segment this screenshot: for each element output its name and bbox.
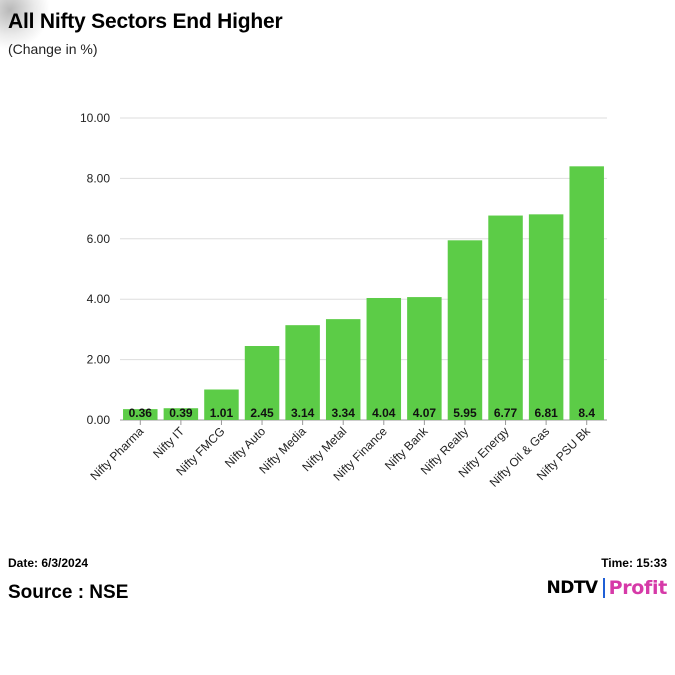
logo-ndtv-text: NDTV [546,578,598,598]
data-label: 4.07 [413,406,437,420]
chart-title: All Nifty Sectors End Higher [8,10,283,33]
footer-source: Source : NSE [8,582,129,603]
x-tick-label: Nifty IT [150,424,187,461]
footer-date: Date: 6/3/2024 [8,556,89,570]
x-tick-label: Nifty Pharma [87,424,146,483]
ndtv-profit-logo: NDTV Profit [546,575,667,601]
data-label: 2.45 [250,406,274,420]
bar [244,346,280,420]
bar [325,319,361,420]
y-tick-label: 4.00 [87,292,111,306]
logo-divider [602,578,605,598]
bar [528,214,564,420]
bar [366,297,402,420]
y-tick-label: 10.00 [80,111,110,125]
data-label: 0.39 [169,406,193,420]
bar [163,408,199,420]
bar [204,389,239,420]
y-tick-label: 6.00 [87,232,111,246]
bar [569,166,604,420]
data-label: 6.77 [494,406,518,420]
data-label: 3.34 [332,406,356,420]
bar [488,215,523,420]
bar [285,325,320,420]
footer-time: Time: 15:33 [601,556,667,570]
y-tick-label: 8.00 [87,171,111,185]
bar-chart: 0.00 2.00 4.00 6.00 8.00 10.00 0.36 Nifty Pharm… [80,111,607,490]
data-label: 5.95 [453,406,477,420]
data-label: 8.4 [578,406,595,420]
y-tick-label: 2.00 [87,353,111,367]
bar [123,409,158,420]
chart-subtitle: (Change in %) [8,41,98,57]
y-tick-label: 0.00 [87,413,111,427]
logo-profit-text: Profit [608,577,668,599]
data-label: 3.14 [291,406,315,420]
bar [407,297,442,420]
bar [447,240,483,420]
data-label: 1.01 [210,406,234,420]
data-label: 4.04 [372,406,396,420]
data-label: 0.36 [129,406,153,420]
data-label: 6.81 [534,406,558,420]
